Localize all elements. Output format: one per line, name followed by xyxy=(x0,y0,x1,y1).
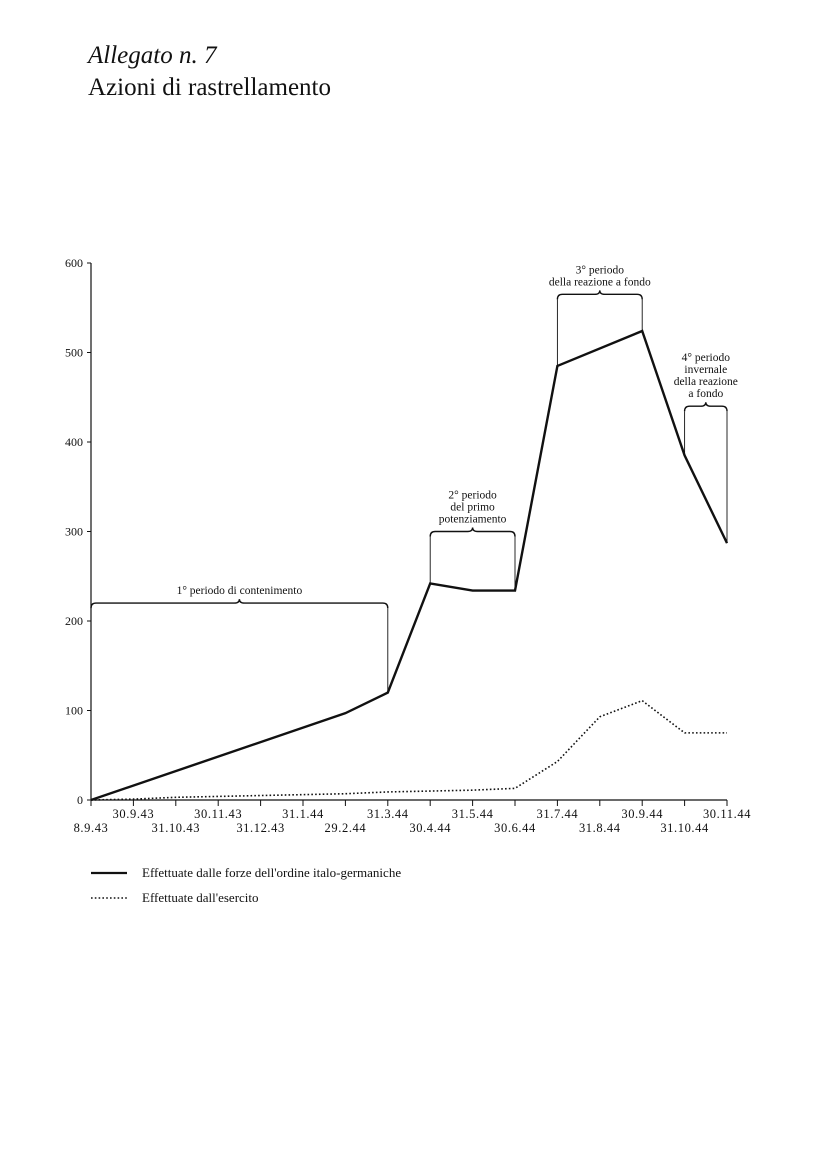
x-tick-label-13: 30.9.44 xyxy=(621,807,663,821)
x-tick-label-2: 31.10.43 xyxy=(152,821,201,835)
period-bracket-2 xyxy=(429,527,516,537)
series-line-1 xyxy=(90,329,729,802)
y-tick-label-200: 200 xyxy=(65,614,83,628)
x-tick-label-5: 31.1.44 xyxy=(282,807,324,821)
x-tick-label-9: 31.5.44 xyxy=(452,807,494,821)
x-tick-label-12: 31.8.44 xyxy=(579,821,621,835)
x-tick-label-10: 30.6.44 xyxy=(494,821,536,835)
y-tick-label-400: 400 xyxy=(65,435,83,449)
period-label-2-line-3: potenziamento xyxy=(439,514,507,526)
page-header: Allegato n. 7 Azioni di rastrellamento xyxy=(88,40,331,104)
period-label-3-line-2: della reazione a fondo xyxy=(549,276,651,288)
period-bracket-3 xyxy=(556,290,643,300)
legend-label-1: Effettuate dalle forze dell'ordine italo… xyxy=(142,865,401,880)
y-tick-label-100: 100 xyxy=(65,704,83,718)
period-label-1-line-1: 1° periodo di contenimento xyxy=(177,585,303,597)
y-tick-label-600: 600 xyxy=(65,256,83,270)
y-tick-label-300: 300 xyxy=(65,525,83,539)
y-tick-label-0: 0 xyxy=(77,793,83,807)
period-label-4-line-4: a fondo xyxy=(688,388,723,400)
x-tick-label-4: 31.12.43 xyxy=(236,821,285,835)
x-tick-label-11: 31.7.44 xyxy=(537,807,579,821)
series-line-2 xyxy=(90,699,727,801)
period-label-4-line-3: della reazione xyxy=(674,376,738,388)
chart-title: Azioni di rastrellamento xyxy=(88,74,331,101)
period-bracket-1 xyxy=(90,599,389,609)
period-label-4-line-2: invernale xyxy=(684,364,727,376)
x-tick-label-3: 30.11.43 xyxy=(194,807,242,821)
x-tick-label-15: 30.11.44 xyxy=(703,807,751,821)
period-annotations: 1° periodo di contenimento 2° periododel … xyxy=(90,264,738,790)
attachment-label: Allegato n. 7 xyxy=(88,42,217,69)
x-tick-label-7: 31.3.44 xyxy=(367,807,409,821)
axes: 0 100 200 300 400 500 600 8.9.43 30.9.4331.10.43… xyxy=(65,256,751,835)
x-tick-label-14: 31.10.44 xyxy=(660,821,709,835)
legend-label-2: Effettuate dall'esercito xyxy=(142,890,259,905)
x-tick-label-0: 8.9.43 xyxy=(74,821,109,835)
series-layer xyxy=(90,329,729,802)
period-annotation-1: 1° periodo di contenimento xyxy=(90,585,389,790)
period-label-3-line-1: 3° periodo xyxy=(576,264,625,276)
period-label-2-line-2: del primo xyxy=(450,502,495,514)
x-tick-label-8: 30.4.44 xyxy=(409,821,451,835)
period-label-4-line-1: 4° periodo xyxy=(682,352,731,364)
legend: Effettuate dalle forze dell'ordine italo… xyxy=(91,865,401,905)
period-label-2-line-1: 2° periodo xyxy=(448,490,497,502)
x-tick-label-1: 30.9.43 xyxy=(113,807,155,821)
x-tick-label-6: 29.2.44 xyxy=(325,821,367,835)
period-bracket-4 xyxy=(683,402,728,412)
y-tick-label-500: 500 xyxy=(65,346,83,360)
